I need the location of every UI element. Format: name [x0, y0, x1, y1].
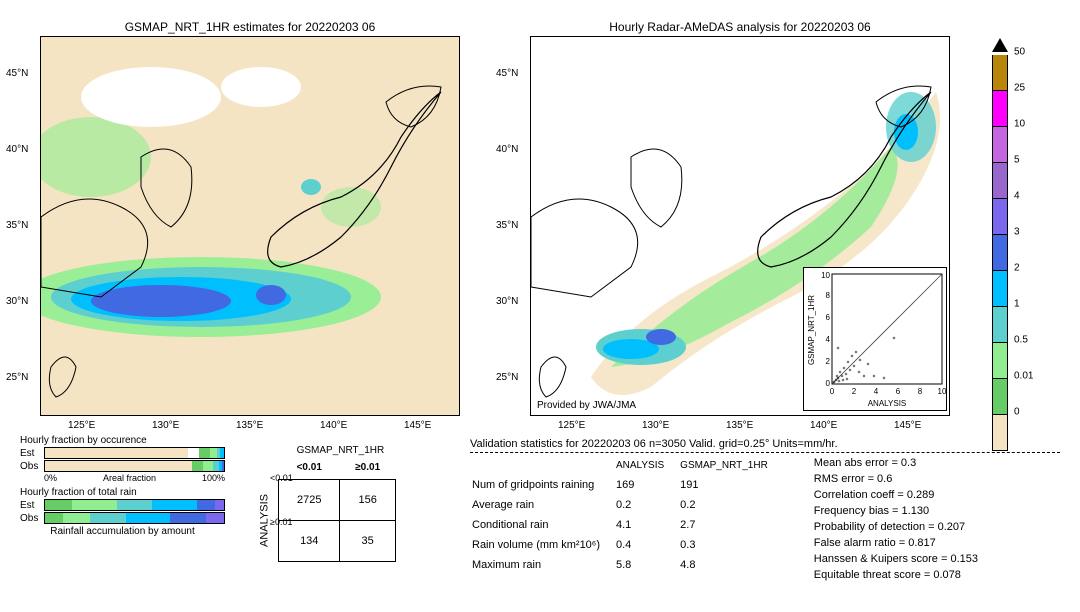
occ-obs-bar: [44, 460, 225, 472]
svg-text:4: 4: [826, 335, 831, 344]
stats-table: ANALYSISGSMAP_NRT_1HRNum of gridpoints r…: [470, 455, 784, 583]
svg-text:2: 2: [826, 357, 831, 366]
right-map-frame: 0 2 4 6 8 10 0 2 4 6 8 10 ANALYSIS GSMAP…: [530, 36, 950, 416]
colorbar: [992, 38, 1012, 451]
occurence-title: Hourly fraction by occurence: [20, 435, 225, 446]
stats-divider: [470, 452, 1060, 453]
cont-col-title: GSMAP_NRT_1HR: [250, 445, 396, 456]
svg-text:8: 8: [826, 291, 831, 300]
est-label: Est: [20, 448, 44, 459]
svg-text:6: 6: [896, 387, 901, 396]
provided-label: Provided by JWA/JMA: [537, 400, 636, 411]
contingency-table: <0.01≥0.01 ANALYSIS2725156 13435: [250, 456, 396, 562]
fraction-bars: Hourly fraction by occurence Est Obs 0%A…: [20, 435, 225, 538]
left-map-title: GSMAP_NRT_1HR estimates for 20220203 06: [40, 20, 460, 34]
stats-metrics: Mean abs error = 0.3RMS error = 0.6Corre…: [814, 455, 978, 583]
tot-obs-bar: [44, 512, 225, 524]
occ-est-bar: [44, 447, 225, 459]
obs-label: Obs: [20, 461, 44, 472]
scatter-svg: 0 2 4 6 8 10 0 2 4 6 8 10 ANALYSIS GSMAP…: [804, 268, 948, 412]
stats-title: Validation statistics for 20220203 06 n=…: [470, 438, 1060, 450]
scatter-xlabel: ANALYSIS: [868, 399, 907, 408]
svg-text:2: 2: [852, 387, 857, 396]
scatter-ylabel: GSMAP_NRT_1HR: [807, 295, 816, 365]
tot-est-bar: [44, 499, 225, 511]
svg-text:8: 8: [918, 387, 923, 396]
contingency-wrapper: GSMAP_NRT_1HR <0.01≥0.01 ANALYSIS2725156…: [250, 445, 396, 562]
right-map-panel: Hourly Radar-AMeDAS analysis for 2022020…: [530, 20, 950, 416]
stats-panel: Validation statistics for 20220203 06 n=…: [470, 438, 1060, 583]
totalrain-title: Hourly fraction of total rain: [20, 487, 225, 498]
svg-text:10: 10: [821, 271, 830, 280]
scatter-inset: 0 2 4 6 8 10 0 2 4 6 8 10 ANALYSIS GSMAP…: [803, 267, 947, 411]
colorbar-arrow: [992, 38, 1012, 52]
right-map-title: Hourly Radar-AMeDAS analysis for 2022020…: [530, 20, 950, 34]
left-map-frame: [40, 36, 460, 416]
accum-title: Rainfall accumulation by amount: [20, 526, 225, 537]
left-map-panel: GSMAP_NRT_1HR estimates for 20220203 06: [40, 20, 460, 416]
svg-text:10: 10: [938, 387, 947, 396]
svg-text:0: 0: [830, 387, 835, 396]
svg-text:6: 6: [826, 313, 831, 322]
svg-text:4: 4: [874, 387, 879, 396]
left-map-svg: [41, 37, 460, 416]
